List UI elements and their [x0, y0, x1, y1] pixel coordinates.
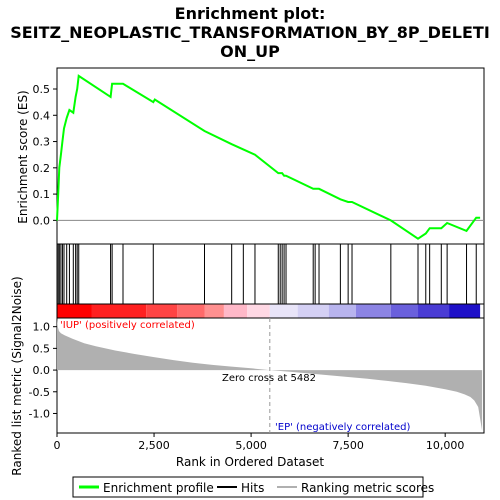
chart-title-line3: ON_UP	[220, 42, 280, 61]
heatmap-band	[247, 304, 270, 318]
hit-markers	[57, 244, 477, 304]
chart-title-line2: SEITZ_NEOPLASTIC_TRANSFORMATION_BY_8P_DE…	[10, 23, 490, 42]
heatmap-band	[269, 304, 298, 318]
heatmap-band	[418, 304, 450, 318]
negative-correlation-label: 'EP' (negatively correlated)	[275, 422, 410, 433]
metric-x-ticks: 0 2,500 5,000 7,500 10,000	[54, 433, 465, 452]
heatmap-band	[390, 304, 419, 318]
metric-x-axis-label: Rank in Ordered Dataset	[176, 455, 324, 469]
legend: Enrichment profile Hits Ranking metric s…	[72, 476, 434, 498]
es-y-tick-label: 0.1	[33, 188, 51, 201]
metric-panel: -1.0 -0.5 0.0 0.5 1.0 0 2,500 5,000 7,500 10,000…	[10, 276, 485, 476]
metric-y-tick-label: -0.5	[29, 386, 50, 399]
hits-frame	[56, 243, 485, 305]
heatmap-band	[57, 304, 92, 318]
legend-label-metric: Ranking metric scores	[301, 481, 434, 495]
metric-y-axis-label: Ranked list metric (Signal2Noise)	[10, 276, 24, 475]
es-y-tick-label: 0.3	[33, 136, 51, 149]
legend-label-hits: Hits	[241, 481, 264, 495]
metric-y-tick-label: 1.0	[33, 321, 51, 334]
heatmap-band	[146, 304, 178, 318]
metric-x-tick-label: 0	[54, 439, 61, 452]
es-y-tick-label: 0.2	[33, 162, 51, 175]
heatmap-band	[328, 304, 356, 318]
rank-heatmap-bar	[56, 303, 485, 319]
metric-x-tick-label: 5,000	[235, 439, 267, 452]
metric-y-tick-label: 0.0	[33, 364, 51, 377]
es-plot-frame	[56, 67, 485, 245]
es-y-tick-label: 0.0	[33, 214, 51, 227]
es-y-axis-label: Enrichment score (ES)	[16, 90, 30, 223]
heatmap-band	[449, 304, 481, 318]
positive-correlation-label: 'IUP' (positively correlated)	[60, 320, 195, 331]
metric-x-tick-label: 2,500	[138, 439, 170, 452]
chart-title-line1: Enrichment plot:	[175, 4, 326, 23]
heatmap-band	[177, 304, 205, 318]
legend-box	[72, 476, 424, 498]
heatmap-band	[297, 304, 329, 318]
ranking-metric-area	[57, 318, 483, 431]
es-panel: 0.0 0.1 0.2 0.3 0.4 0.5 Enrichment score (ES)	[16, 67, 485, 245]
enrichment-profile-line	[56, 74, 481, 240]
metric-x-tick-label: 7,500	[332, 439, 364, 452]
metric-y-ticks: -1.0 -0.5 0.0 0.5 1.0	[29, 321, 57, 420]
es-y-ticks: 0.0 0.1 0.2 0.3 0.4 0.5	[33, 83, 57, 227]
metric-y-tick-label: 0.5	[33, 342, 51, 355]
hits-panel	[56, 243, 485, 305]
heatmap-band	[355, 304, 391, 318]
metric-y-tick-label: -1.0	[29, 407, 50, 420]
es-y-tick-label: 0.5	[33, 83, 51, 96]
legend-label-profile: Enrichment profile	[103, 481, 214, 495]
heatmap-band	[223, 304, 248, 318]
heatmap-band	[204, 304, 224, 318]
metric-x-tick-label: 10,000	[426, 439, 465, 452]
zero-cross-label: Zero cross at 5482	[222, 373, 316, 384]
heatmap-band	[91, 304, 147, 318]
es-y-tick-label: 0.4	[33, 109, 51, 122]
